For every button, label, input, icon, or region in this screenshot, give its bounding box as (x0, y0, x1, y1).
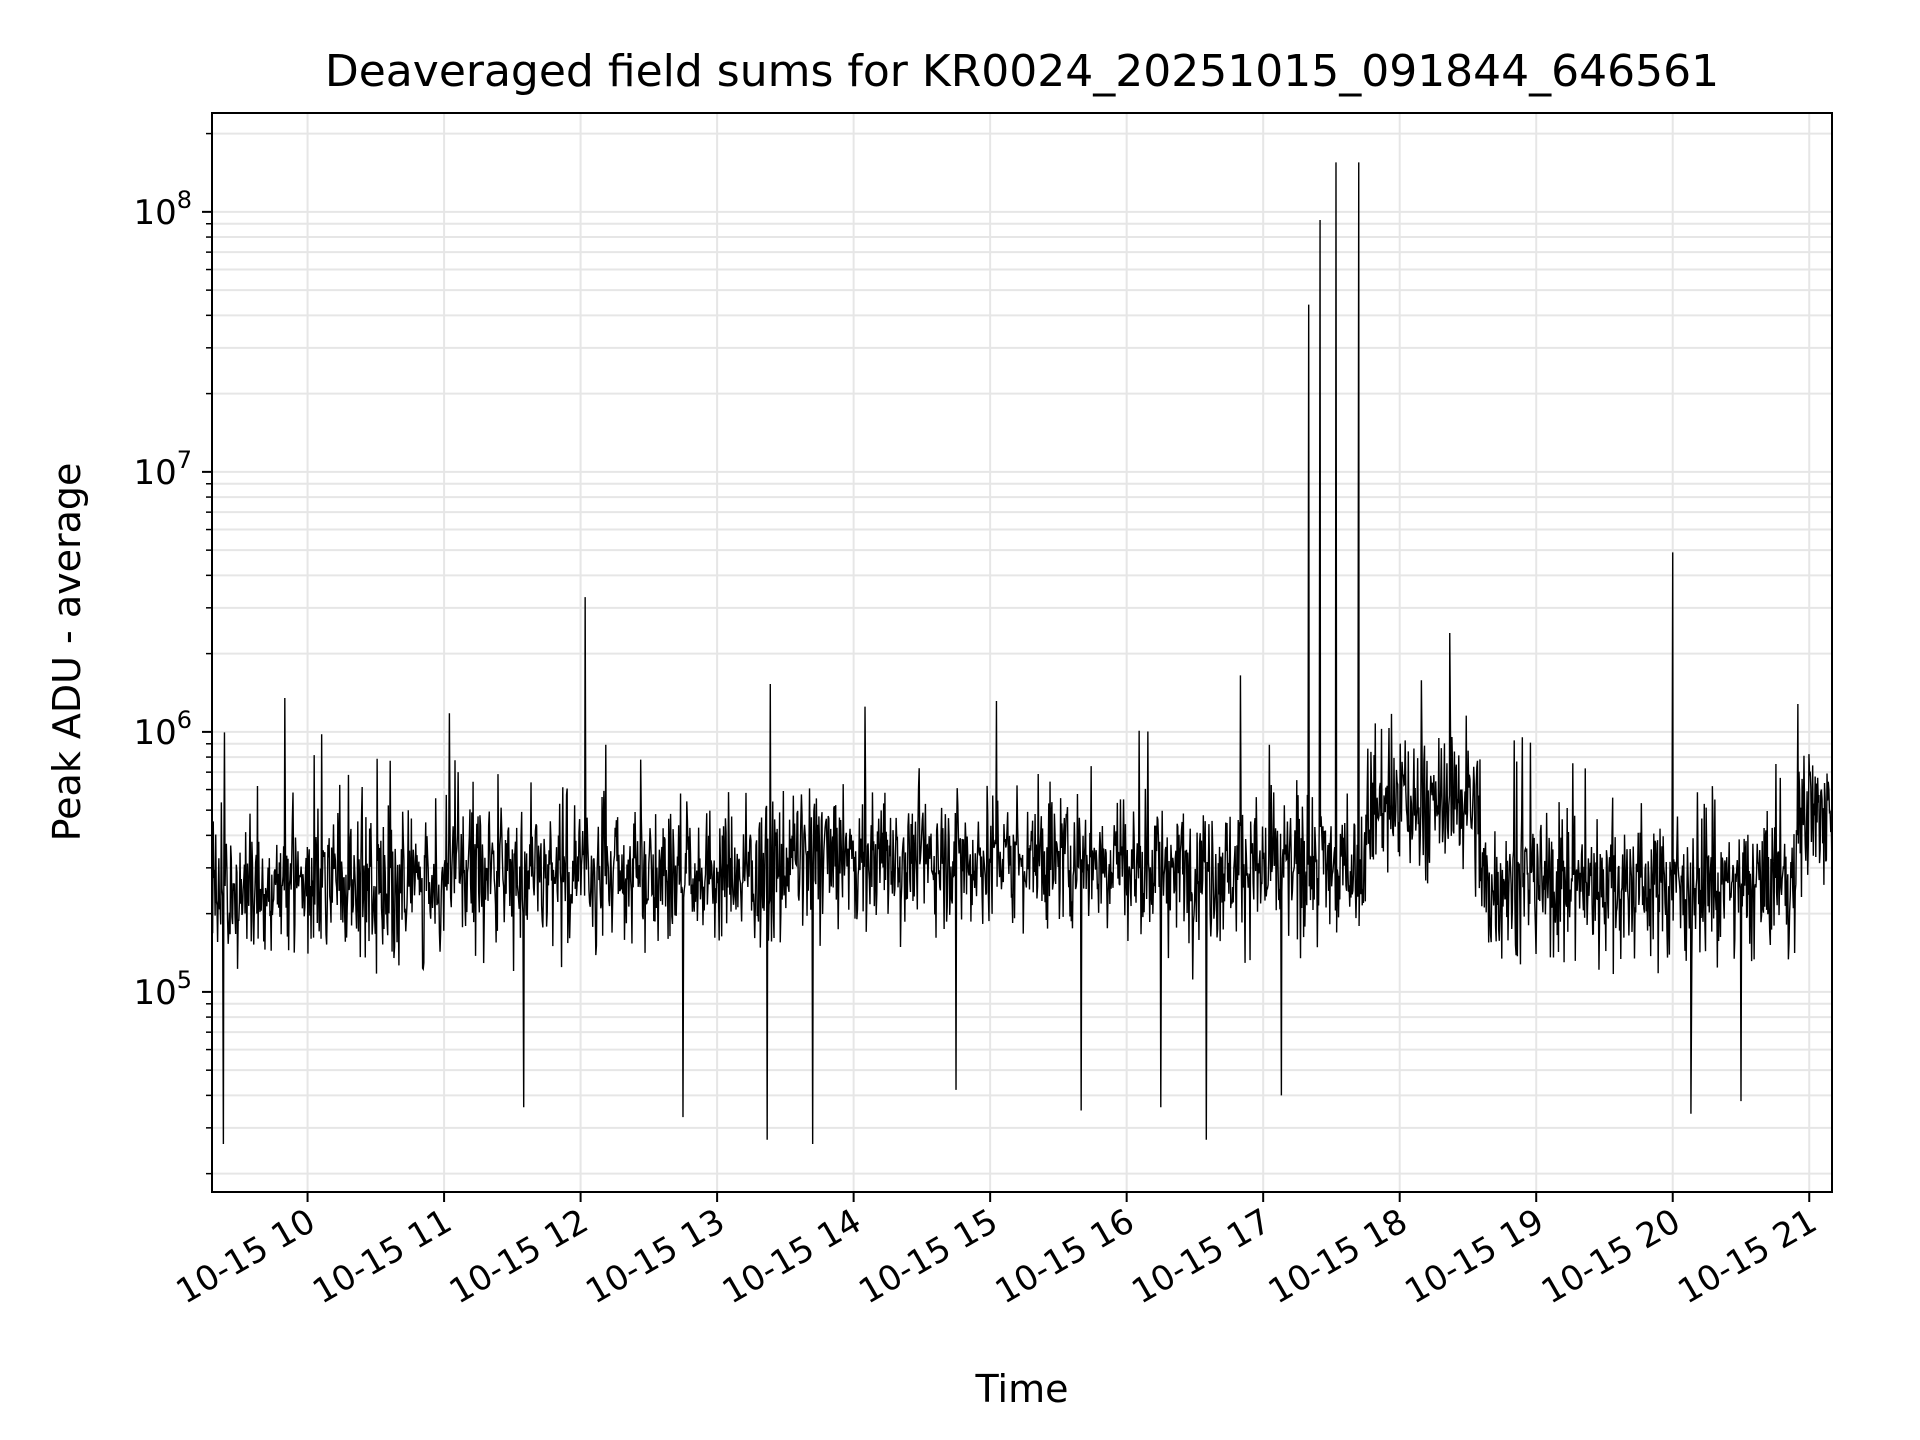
y-tick-exponent: 6 (177, 706, 192, 734)
y-axis-label: Peak ADU - average (45, 463, 89, 842)
y-tick-label: 106 (133, 706, 192, 753)
series-line (211, 162, 1833, 1145)
y-tick-base: 10 (133, 973, 176, 1013)
y-tick-exponent: 8 (177, 186, 192, 214)
y-tick-base: 10 (133, 193, 176, 233)
x-axis-label: Time (975, 1367, 1069, 1411)
y-tick-base: 10 (133, 713, 176, 753)
y-tick-label: 108 (133, 186, 192, 233)
plot-frame (211, 112, 1833, 1193)
y-tick-exponent: 7 (177, 446, 192, 474)
chart-title: Deaveraged field sums for KR0024_2025101… (325, 46, 1719, 97)
y-tick-label: 107 (133, 446, 192, 493)
y-tick-label: 105 (133, 966, 192, 1013)
series-path (211, 162, 1833, 1145)
y-tick-base: 10 (133, 453, 176, 493)
y-tick-exponent: 5 (177, 966, 192, 994)
